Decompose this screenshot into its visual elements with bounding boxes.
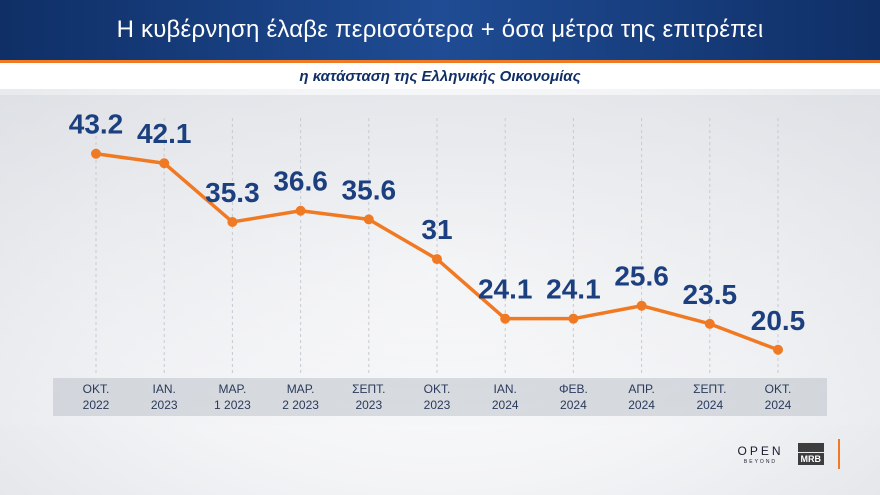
data-point <box>500 313 511 324</box>
logo-divider <box>838 439 840 469</box>
data-label: 25.6 <box>614 261 669 292</box>
data-labels: 43.2 42.1 35.3 36.6 35.6 31 24.1 24.1 25.6 23.5 20… <box>69 109 806 336</box>
chart-subtitle: η κατάσταση της Ελληνικής Οικονομίας <box>299 67 581 85</box>
data-label: 31 <box>421 214 452 245</box>
chart-title: Η κυβέρνηση έλαβε περισσότερα + όσα μέτρ… <box>116 16 764 43</box>
data-point <box>568 313 579 324</box>
data-label: 24.1 <box>546 274 601 305</box>
x-tick-label: ΣΕΠΤ. 2024 <box>693 382 726 412</box>
data-point <box>636 300 647 311</box>
data-label: 35.3 <box>205 177 260 208</box>
x-axis-ticks: ΟΚΤ. 2022 ΙΑΝ. 2023 ΜΑΡ. 1 2023 ΜΑΡ. 2 2023 ΣΕΠΤ… <box>83 382 792 412</box>
title-divider <box>0 60 880 63</box>
x-tick-label: ΙΑΝ. 2023 <box>151 382 178 412</box>
x-tick-label: ΜΑΡ. 1 2023 <box>214 382 251 412</box>
open-logo-text: OPEN <box>737 443 784 458</box>
x-tick-label: ΙΑΝ. 2024 <box>492 382 519 412</box>
data-label: 24.1 <box>478 274 533 305</box>
data-label: 43.2 <box>69 109 124 140</box>
data-point <box>363 214 374 225</box>
data-point <box>91 148 101 159</box>
data-label: 20.5 <box>751 305 806 336</box>
broadcaster-logos: OPEN BEYOND MRB <box>737 439 840 469</box>
mrb-logo-text: MRB <box>797 453 824 465</box>
x-tick-label: ΟΚΤ. 2024 <box>765 382 792 412</box>
x-tick-label: ΑΠΡ. 2024 <box>628 382 655 412</box>
mrb-logo-mark <box>797 443 824 452</box>
x-tick-label: ΟΚΤ. 2022 <box>83 382 110 412</box>
data-point <box>432 254 442 265</box>
x-tick-label: ΣΕΠΤ. 2023 <box>352 382 385 412</box>
x-tick-label: ΟΚΤ. 2023 <box>424 382 451 412</box>
data-points <box>91 148 783 355</box>
x-axis-band <box>53 378 827 416</box>
x-tick-label: ΜΑΡ. 2 2023 <box>282 382 319 412</box>
data-label: 42.1 <box>137 118 192 149</box>
data-point <box>704 318 715 329</box>
data-point <box>159 158 170 169</box>
data-point <box>295 205 306 216</box>
data-point <box>227 216 238 227</box>
open-logo-subtext: BEYOND <box>743 458 778 465</box>
open-logo: OPEN BEYOND <box>737 444 783 465</box>
data-label: 23.5 <box>683 279 738 310</box>
subtitle-bar: η κατάσταση της Ελληνικής Οικονομίας <box>0 63 880 89</box>
mrb-logo: MRB <box>797 443 824 465</box>
data-label: 35.6 <box>342 174 397 205</box>
x-tick-label: ΦΕΒ. 2024 <box>559 382 588 412</box>
data-point <box>773 344 783 355</box>
data-label: 36.6 <box>273 166 328 197</box>
grid-lines <box>95 118 779 376</box>
title-bar: Η κυβέρνηση έλαβε περισσότερα + όσα μέτρ… <box>0 0 880 60</box>
